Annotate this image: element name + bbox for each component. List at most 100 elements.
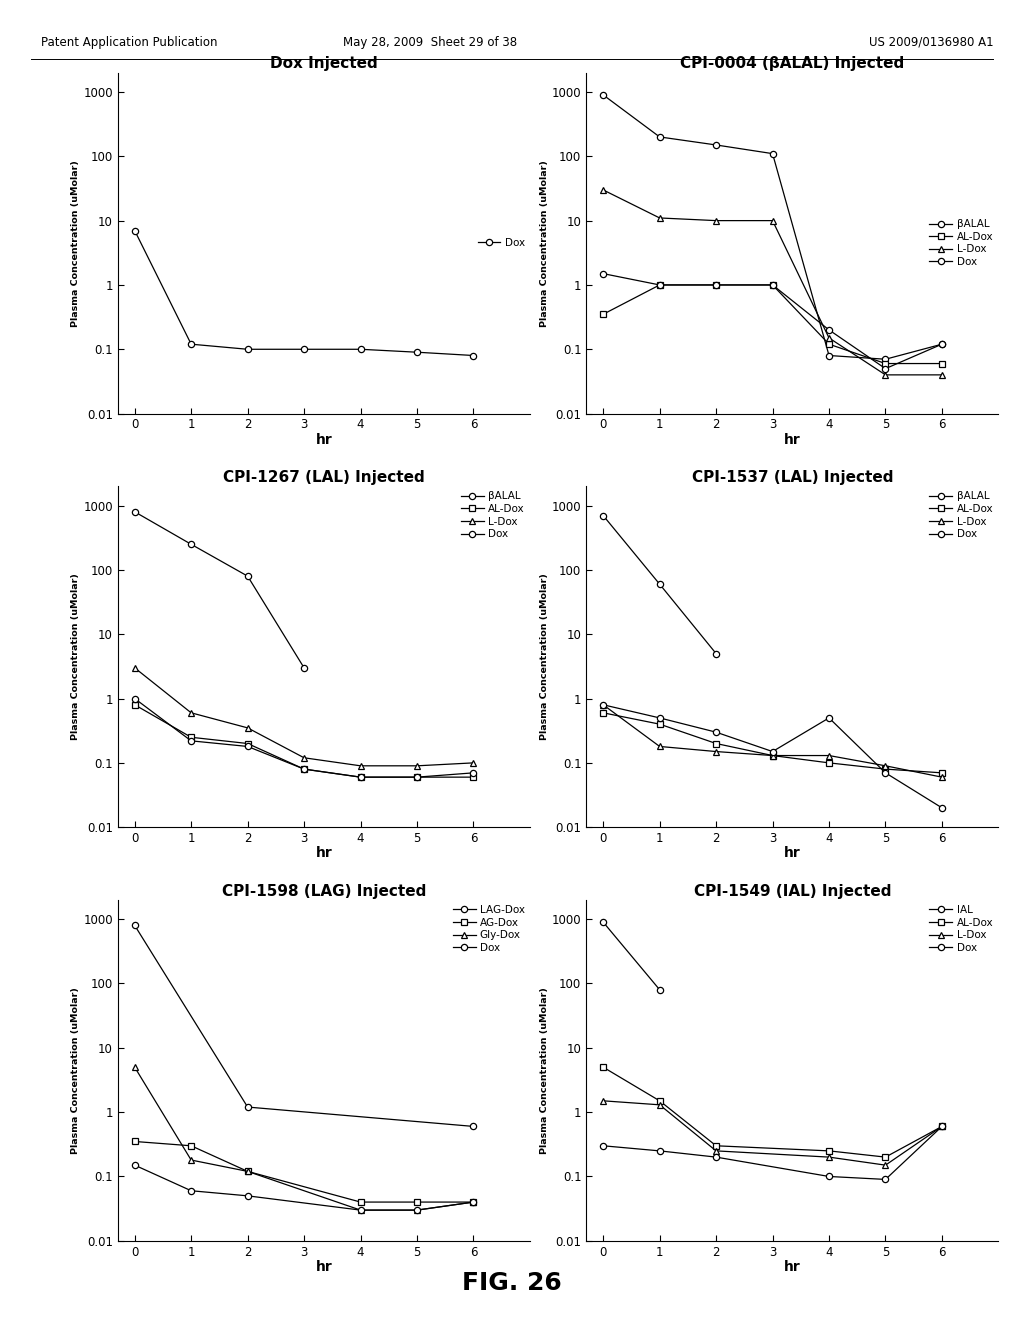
AL-Dox bbox=[653, 277, 666, 293]
Dox bbox=[298, 342, 310, 358]
Dox bbox=[354, 342, 367, 358]
L-Dox bbox=[597, 182, 609, 198]
Gly-Dox bbox=[354, 1203, 367, 1218]
Legend: βALAL, AL-Dox, L-Dox, Dox: βALAL, AL-Dox, L-Dox, Dox bbox=[930, 491, 993, 540]
AL-Dox bbox=[823, 755, 836, 771]
AG-Dox bbox=[185, 1138, 198, 1154]
Text: Patent Application Publication: Patent Application Publication bbox=[41, 36, 217, 49]
L-Dox bbox=[242, 719, 254, 735]
Dox bbox=[710, 725, 722, 741]
βALAL bbox=[710, 137, 722, 153]
AG-Dox bbox=[129, 1134, 141, 1150]
L-Dox bbox=[411, 758, 423, 774]
Line: L-Dox: L-Dox bbox=[600, 1098, 945, 1168]
Gly-Dox bbox=[467, 1195, 479, 1210]
Dox bbox=[766, 743, 778, 759]
L-Dox bbox=[880, 1158, 892, 1173]
AL-Dox bbox=[298, 762, 310, 777]
Dox bbox=[597, 265, 609, 281]
L-Dox bbox=[766, 213, 778, 228]
Line: AL-Dox: AL-Dox bbox=[600, 1064, 945, 1160]
Y-axis label: Plasma Concentration (uMolar): Plasma Concentration (uMolar) bbox=[72, 573, 81, 741]
Line: AL-Dox: AL-Dox bbox=[600, 710, 945, 776]
βALAL bbox=[823, 347, 836, 363]
Dox bbox=[129, 690, 141, 706]
Dox bbox=[242, 738, 254, 754]
Dox bbox=[766, 277, 778, 293]
Dox bbox=[411, 770, 423, 785]
L-Dox bbox=[880, 367, 892, 383]
X-axis label: hr: hr bbox=[315, 1261, 332, 1274]
Title: CPI-1598 (LAG) Injected: CPI-1598 (LAG) Injected bbox=[221, 883, 426, 899]
IAL bbox=[597, 915, 609, 931]
Line: Dox: Dox bbox=[600, 702, 945, 810]
Line: Dox: Dox bbox=[600, 1123, 945, 1183]
Dox bbox=[354, 770, 367, 785]
L-Dox bbox=[936, 1118, 948, 1134]
Legend: Dox: Dox bbox=[477, 238, 524, 248]
Dox bbox=[597, 1138, 609, 1154]
Dox bbox=[823, 322, 836, 338]
LAG-Dox bbox=[242, 1100, 254, 1115]
AL-Dox bbox=[936, 764, 948, 780]
Title: Dox Injected: Dox Injected bbox=[270, 57, 378, 71]
Gly-Dox bbox=[411, 1203, 423, 1218]
AG-Dox bbox=[467, 1195, 479, 1210]
AL-Dox bbox=[710, 1138, 722, 1154]
Dox bbox=[823, 710, 836, 726]
Dox bbox=[880, 1171, 892, 1187]
L-Dox bbox=[298, 750, 310, 766]
AG-Dox bbox=[354, 1195, 367, 1210]
Dox bbox=[467, 764, 479, 780]
Line: Dox: Dox bbox=[600, 271, 945, 372]
Line: AL-Dox: AL-Dox bbox=[600, 282, 945, 367]
X-axis label: hr: hr bbox=[315, 846, 332, 861]
βALAL bbox=[242, 568, 254, 583]
AL-Dox bbox=[880, 1150, 892, 1166]
X-axis label: hr: hr bbox=[784, 433, 801, 447]
Dox bbox=[710, 1150, 722, 1166]
βALAL bbox=[653, 577, 666, 593]
AL-Dox bbox=[185, 730, 198, 746]
Dox bbox=[880, 360, 892, 376]
L-Dox bbox=[823, 747, 836, 763]
Line: βALAL: βALAL bbox=[600, 512, 719, 657]
L-Dox bbox=[354, 758, 367, 774]
L-Dox bbox=[880, 758, 892, 774]
βALAL bbox=[185, 536, 198, 552]
Dox bbox=[185, 337, 198, 352]
Legend: βALAL, AL-Dox, L-Dox, Dox: βALAL, AL-Dox, L-Dox, Dox bbox=[461, 491, 524, 540]
βALAL bbox=[766, 145, 778, 161]
βALAL bbox=[653, 129, 666, 145]
L-Dox bbox=[653, 1097, 666, 1113]
Line: L-Dox: L-Dox bbox=[600, 187, 945, 378]
AL-Dox bbox=[597, 306, 609, 322]
X-axis label: hr: hr bbox=[784, 1261, 801, 1274]
Line: Gly-Dox: Gly-Dox bbox=[131, 1064, 476, 1213]
Legend: LAG-Dox, AG-Dox, Gly-Dox, Dox: LAG-Dox, AG-Dox, Gly-Dox, Dox bbox=[453, 906, 524, 953]
Dox bbox=[936, 800, 948, 816]
L-Dox bbox=[185, 705, 198, 721]
Dox bbox=[411, 1203, 423, 1218]
Dox bbox=[653, 1143, 666, 1159]
Line: L-Dox: L-Dox bbox=[131, 665, 476, 770]
Title: CPI-1549 (IAL) Injected: CPI-1549 (IAL) Injected bbox=[693, 883, 891, 899]
Y-axis label: Plasma Concentration (uMolar): Plasma Concentration (uMolar) bbox=[540, 573, 549, 741]
AL-Dox bbox=[597, 705, 609, 721]
βALAL bbox=[936, 337, 948, 352]
Y-axis label: Plasma Concentration (uMolar): Plasma Concentration (uMolar) bbox=[72, 160, 81, 326]
Dox bbox=[467, 1195, 479, 1210]
AL-Dox bbox=[710, 277, 722, 293]
L-Dox bbox=[467, 755, 479, 771]
AL-Dox bbox=[354, 770, 367, 785]
Line: βALAL: βALAL bbox=[131, 508, 307, 671]
Text: May 28, 2009  Sheet 29 of 38: May 28, 2009 Sheet 29 of 38 bbox=[343, 36, 517, 49]
AL-Dox bbox=[710, 735, 722, 751]
Dox bbox=[185, 733, 198, 748]
Text: FIG. 26: FIG. 26 bbox=[462, 1271, 562, 1295]
X-axis label: hr: hr bbox=[784, 846, 801, 861]
X-axis label: hr: hr bbox=[315, 433, 332, 447]
Dox bbox=[597, 697, 609, 713]
βALAL bbox=[298, 660, 310, 676]
Dox bbox=[467, 347, 479, 363]
